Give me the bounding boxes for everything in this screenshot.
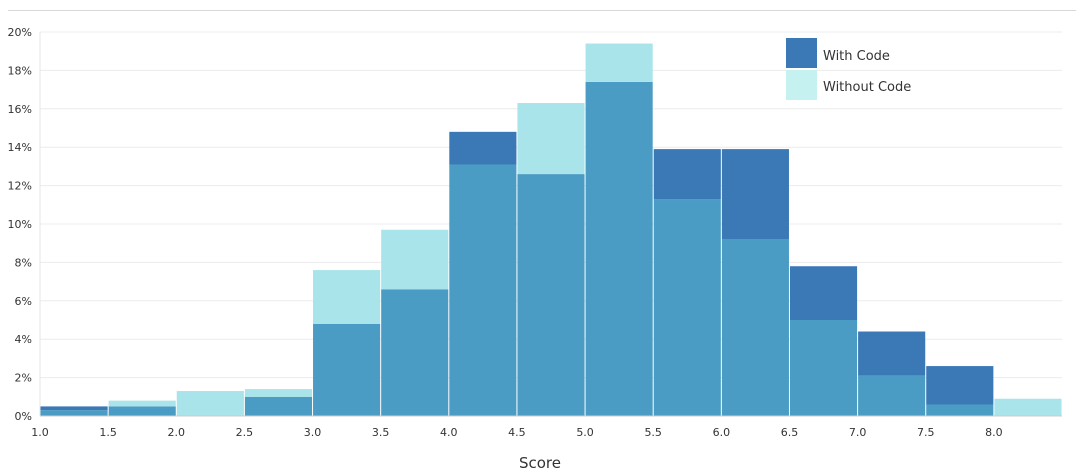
bar-overlap [653, 199, 721, 416]
y-tick-label: 20% [8, 26, 32, 39]
top-divider [8, 10, 1076, 11]
bar-with-code [449, 131, 517, 165]
x-tick-label: 6.5 [781, 426, 799, 439]
legend-label-without-code: Without Code [823, 80, 911, 95]
y-tick-label: 18% [8, 64, 32, 77]
x-tick-label: 5.0 [576, 426, 594, 439]
x-tick-label: 5.5 [644, 426, 662, 439]
bar-without-code [585, 43, 653, 82]
bars [40, 43, 1062, 417]
bar-overlap [926, 404, 994, 416]
bar-with-code [926, 366, 994, 405]
bar-without-code [381, 229, 449, 290]
bar-overlap [381, 289, 449, 416]
bar-overlap [313, 323, 381, 416]
x-tick-label: 2.5 [236, 426, 254, 439]
bar-with-code [653, 149, 721, 200]
y-tick-label: 6% [15, 295, 32, 308]
bar-with-code [721, 149, 789, 240]
x-tick-label: 8.0 [985, 426, 1003, 439]
bar-without-code [313, 270, 381, 324]
bar-overlap [449, 164, 517, 416]
x-tick-label: 2.0 [168, 426, 186, 439]
x-axis-label: Score [519, 454, 561, 472]
bar-without-code [244, 389, 313, 397]
x-tick-label: 3.5 [372, 426, 390, 439]
bar-without-code [176, 391, 244, 416]
bar-without-code [108, 400, 176, 407]
bar-overlap [517, 174, 585, 416]
bar-overlap [40, 410, 108, 416]
bar-with-code [858, 331, 926, 376]
bar-without-code [517, 103, 585, 175]
y-axis-ticks: 0% 2% 4% 6% 8% 10% 12% 14% 16% 18% 20% [8, 26, 32, 423]
bar-without-code [994, 398, 1062, 416]
y-tick-label: 14% [8, 141, 32, 154]
legend-swatch-with-code [786, 38, 817, 68]
bar-with-code [40, 406, 108, 411]
legend-swatch-without-code [786, 70, 817, 100]
y-tick-label: 8% [15, 256, 32, 269]
bar-overlap [585, 81, 653, 417]
x-tick-label: 7.0 [849, 426, 867, 439]
y-tick-label: 4% [15, 333, 32, 346]
x-tick-label: 6.0 [713, 426, 731, 439]
y-tick-label: 12% [8, 180, 32, 193]
x-tick-label: 1.5 [99, 426, 117, 439]
bar-overlap [858, 375, 926, 416]
x-tick-label: 3.0 [304, 426, 322, 439]
y-tick-label: 16% [8, 103, 32, 116]
x-tick-label: 4.5 [508, 426, 526, 439]
bar-overlap [108, 406, 176, 416]
bar-overlap [721, 239, 789, 416]
x-tick-label: 1.0 [31, 426, 49, 439]
legend: With Code Without Code [786, 38, 911, 100]
bar-overlap [789, 320, 858, 416]
y-tick-label: 2% [15, 372, 32, 385]
y-tick-label: 0% [15, 410, 32, 423]
legend-label-with-code: With Code [823, 49, 890, 64]
bar-overlap [244, 396, 313, 416]
x-tick-label: 4.0 [440, 426, 458, 439]
y-tick-label: 10% [8, 218, 32, 231]
x-tick-label: 7.5 [917, 426, 935, 439]
x-axis-ticks: 1.0 1.5 2.0 2.5 3.0 3.5 4.0 4.5 5.0 5.5 6.0 6.5 7.0 7… [31, 426, 1002, 439]
bar-with-code [789, 266, 858, 320]
